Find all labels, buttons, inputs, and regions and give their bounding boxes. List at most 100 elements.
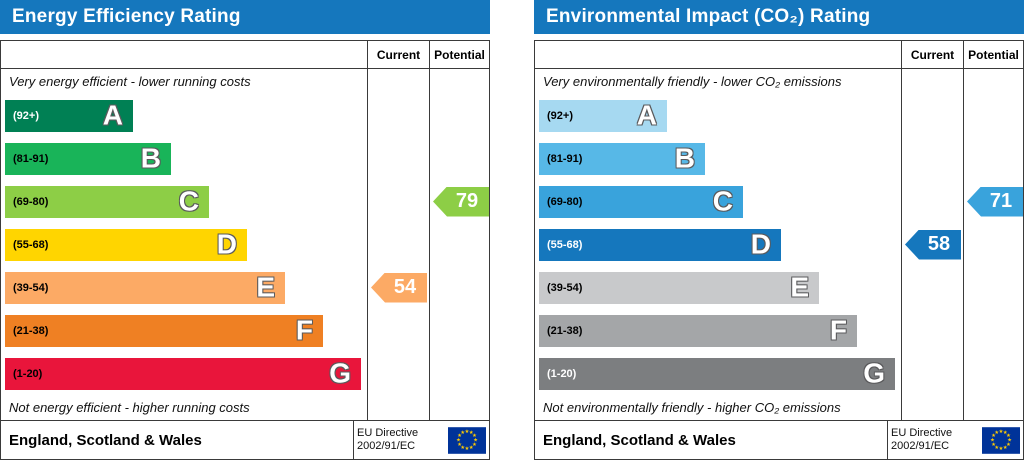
svg-text:★: ★ <box>994 430 999 436</box>
band-c: (69-80) C <box>539 184 743 218</box>
top-note: Very energy efficient - lower running co… <box>9 74 251 89</box>
potential-column-header: Potential <box>963 41 1023 69</box>
band-row-g: (1-20) G <box>1 352 367 395</box>
potential-column: 79 <box>429 69 489 420</box>
bottom-note: Not environmentally friendly - higher CO… <box>543 400 841 415</box>
potential-rating-value: 79 <box>455 190 479 212</box>
band-b: (81-91) B <box>539 141 705 175</box>
current-rating-arrow: 54 <box>371 272 427 303</box>
band-c-letter: C <box>712 184 733 216</box>
svg-text:★: ★ <box>472 441 477 447</box>
band-c-range: (69-80) <box>547 195 583 208</box>
band-row-e: (39-54) E <box>535 266 901 309</box>
svg-text:★: ★ <box>991 441 996 447</box>
band-d: (55-68) D <box>5 227 247 261</box>
band-f-range: (21-38) <box>13 324 49 337</box>
eu-directive-line2: 2002/91/EC <box>891 440 950 452</box>
svg-text:★: ★ <box>465 428 470 434</box>
energy-efficiency-panel: Energy Efficiency Rating Current Potenti… <box>0 0 490 460</box>
chart-header-spacer <box>535 41 901 69</box>
svg-text:★: ★ <box>990 437 995 443</box>
potential-rating-arrow: 79 <box>433 186 489 217</box>
eu-flag-icon: ★ ★★ ★★★ ★★★ ★★★ <box>982 426 1020 454</box>
svg-text:★: ★ <box>1006 441 1011 447</box>
band-e-letter: E <box>790 270 809 302</box>
band-d-letter: D <box>750 227 771 259</box>
band-c-letter: C <box>178 184 199 216</box>
band-g-letter: G <box>863 356 885 388</box>
band-c: (69-80) C <box>5 184 209 218</box>
svg-text:★: ★ <box>994 444 999 450</box>
svg-text:★: ★ <box>465 446 470 452</box>
band-row-f: (21-38) F <box>535 309 901 352</box>
environmental-rating-table: Current Potential Very environmentally f… <box>534 40 1024 460</box>
eu-directive-line2: 2002/91/EC <box>357 440 416 452</box>
band-e-range: (39-54) <box>547 281 583 294</box>
band-row-a: (92+) A <box>1 94 367 137</box>
band-g-range: (1-20) <box>547 367 577 380</box>
band-a-range: (92+) <box>547 109 573 122</box>
bottom-note: Not energy efficient - higher running co… <box>9 400 250 415</box>
band-d-range: (55-68) <box>13 238 49 251</box>
top-note: Very environmentally friendly - lower CO… <box>543 74 842 89</box>
band-c-range: (69-80) <box>13 195 49 208</box>
potential-rating-arrow: 71 <box>967 186 1023 217</box>
footer-directive: EU Directive 2002/91/EC ★ ★ ★ ★ ★ ★ ★ ★ ★ ★ ★ ★ <box>887 420 1023 459</box>
band-row-b: (81-91) B <box>1 137 367 180</box>
chart-header-spacer <box>1 41 367 69</box>
band-d-letter: D <box>216 227 237 259</box>
svg-text:★: ★ <box>991 433 996 439</box>
current-column: 58 <box>901 69 963 420</box>
svg-text:★: ★ <box>457 433 462 439</box>
band-f-letter: F <box>295 313 313 345</box>
band-row-a: (92+) A <box>535 94 901 137</box>
svg-text:★: ★ <box>999 428 1004 434</box>
band-e-letter: E <box>256 270 275 302</box>
svg-text:★: ★ <box>460 444 465 450</box>
environmental-bands-area: Very environmentally friendly - lower CO… <box>535 69 901 420</box>
band-row-c: (69-80) C <box>535 180 901 223</box>
band-d-range: (55-68) <box>547 238 583 251</box>
band-row-d: (55-68) D <box>535 223 901 266</box>
current-rating-value: 58 <box>927 233 951 255</box>
band-a-letter: A <box>102 98 123 130</box>
band-row-c: (69-80) C <box>1 180 367 223</box>
svg-text:★: ★ <box>1007 437 1012 443</box>
band-b-letter: B <box>674 141 695 173</box>
potential-rating-value: 71 <box>989 190 1013 212</box>
svg-text:★: ★ <box>469 444 474 450</box>
band-f-range: (21-38) <box>547 324 583 337</box>
svg-text:★: ★ <box>456 437 461 443</box>
band-a-range: (92+) <box>13 109 39 122</box>
band-e-range: (39-54) <box>13 281 49 294</box>
svg-text:★: ★ <box>473 437 478 443</box>
svg-text:★: ★ <box>999 446 1004 452</box>
band-row-e: (39-54) E <box>1 266 367 309</box>
band-e: (39-54) E <box>5 270 285 304</box>
band-row-d: (55-68) D <box>1 223 367 266</box>
eu-directive-label: EU Directive 2002/91/EC <box>357 427 418 453</box>
current-rating-arrow: 58 <box>905 229 961 260</box>
band-a: (92+) A <box>5 98 133 132</box>
current-column: 54 <box>367 69 429 420</box>
energy-rating-table: Current Potential Very energy efficient … <box>0 40 490 460</box>
band-a-letter: A <box>636 98 657 130</box>
band-b-range: (81-91) <box>13 152 49 165</box>
energy-bands-area: Very energy efficient - lower running co… <box>1 69 367 420</box>
band-row-f: (21-38) F <box>1 309 367 352</box>
band-g: (1-20) G <box>539 356 895 390</box>
svg-text:★: ★ <box>1003 444 1008 450</box>
band-b: (81-91) B <box>5 141 171 175</box>
band-f-letter: F <box>829 313 847 345</box>
svg-text:★: ★ <box>460 430 465 436</box>
band-row-b: (81-91) B <box>535 137 901 180</box>
band-e: (39-54) E <box>539 270 819 304</box>
eu-flag-icon: ★ ★★ ★★★ ★★★ ★★★ <box>448 426 486 454</box>
current-column-header: Current <box>901 41 963 69</box>
band-b-letter: B <box>140 141 161 173</box>
svg-text:★: ★ <box>457 441 462 447</box>
eu-directive-label: EU Directive 2002/91/EC <box>891 427 952 453</box>
footer-region-label: England, Scotland & Wales <box>535 420 901 459</box>
band-a: (92+) A <box>539 98 667 132</box>
